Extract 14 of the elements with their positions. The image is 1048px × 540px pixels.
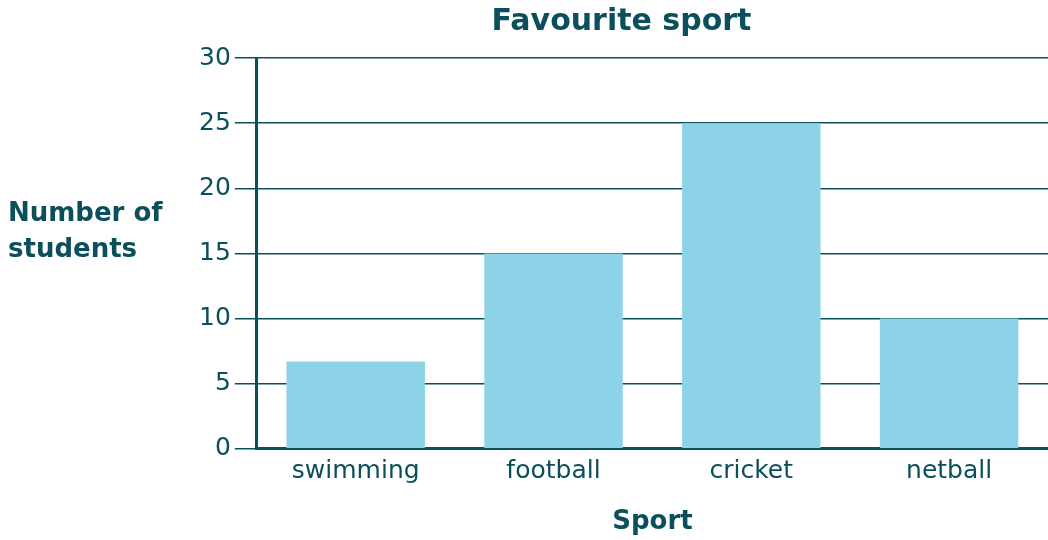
x-tick-label: cricket	[709, 455, 794, 485]
y-tick-label: 0	[214, 432, 231, 462]
x-tick-label: football	[506, 455, 601, 485]
chart-title: Favourite sport	[491, 1, 752, 37]
x-tick-label: netball	[906, 455, 993, 485]
y-tick-label: 30	[199, 41, 231, 71]
y-axis-title: Number of students	[8, 196, 164, 265]
y-tick-label: 15	[199, 236, 231, 266]
y-tick-label: 10	[199, 302, 231, 332]
x-tick-label: swimming	[291, 455, 420, 485]
x-axis-title: Sport	[612, 505, 693, 536]
y-tick-label: 5	[214, 367, 231, 397]
y-tick-label: 20	[199, 171, 231, 201]
y-tick-label: 25	[199, 106, 231, 136]
